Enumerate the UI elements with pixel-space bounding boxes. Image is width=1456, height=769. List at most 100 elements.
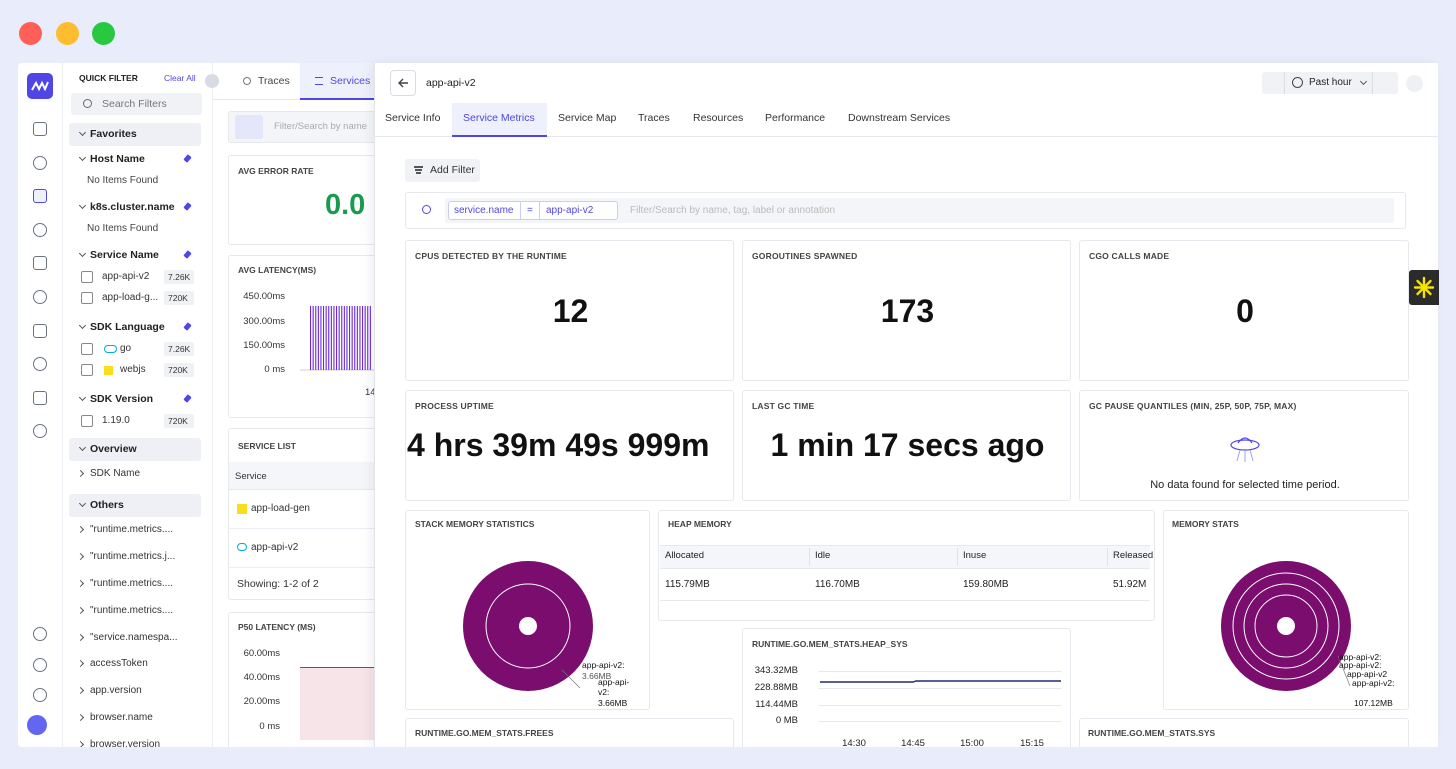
card (228, 255, 374, 418)
row-divider (229, 528, 374, 529)
services-page: Traces Services Filter/Search by name AVG E… (212, 63, 374, 747)
filter-item[interactable]: accessToken (90, 658, 148, 670)
tab[interactable]: Service Map (558, 112, 617, 124)
bars (300, 306, 374, 371)
grid-line (818, 721, 1062, 722)
y-tick-label: 150.00ms (243, 340, 285, 351)
filter-item[interactable]: browser.name (90, 712, 153, 724)
window-control[interactable] (55, 22, 79, 45)
avatar[interactable] (27, 715, 47, 735)
nav-icon[interactable] (33, 324, 47, 338)
chip-remove[interactable] (604, 207, 611, 214)
checkbox[interactable] (81, 271, 93, 283)
x-tick-label: 14:30 (842, 738, 866, 749)
nav-icon[interactable] (33, 627, 47, 641)
y-tick-label: 60.00ms (243, 648, 280, 659)
filter-item[interactable]: "service.namespa... (90, 631, 178, 643)
chip-key: service.name (454, 205, 514, 216)
time-range[interactable]: Past hour (1309, 77, 1352, 88)
filter-option: app-load-g... (102, 292, 159, 303)
divider (1284, 72, 1285, 94)
nav-icon[interactable] (33, 357, 47, 371)
tab-icon (315, 77, 323, 85)
grid-line (818, 705, 1062, 706)
window-control[interactable] (19, 22, 42, 45)
tab[interactable]: Services (330, 75, 371, 87)
filter-item[interactable]: "runtime.metrics.... (90, 523, 174, 535)
nav-icon[interactable] (33, 688, 47, 702)
pie-label: app-api-v2: (582, 660, 625, 670)
nav-icon[interactable] (33, 424, 47, 438)
collapse-button[interactable] (205, 74, 219, 88)
nav-icon[interactable] (33, 391, 47, 405)
checkbox[interactable] (81, 343, 93, 355)
card-title: HEAP MEMORY (668, 519, 732, 529)
filter-title[interactable]: SDK Language (90, 321, 165, 333)
metric-value: 0 (1236, 293, 1254, 329)
row-divider (229, 567, 374, 568)
count-badge (164, 342, 194, 356)
filter-title[interactable]: SDK Version (90, 393, 154, 405)
card-title: STACK MEMORY STATISTICS (415, 519, 535, 529)
filter-item[interactable]: "runtime.metrics.... (90, 577, 174, 589)
section-title[interactable]: Overview (90, 443, 137, 455)
back-button[interactable] (390, 70, 416, 96)
pie-svg (1221, 561, 1351, 691)
filter-item[interactable]: browser.version (90, 739, 161, 751)
filter-item[interactable]: "runtime.metrics.... (90, 604, 174, 616)
column-header: Released (1113, 550, 1154, 561)
tab[interactable]: Resources (693, 112, 744, 124)
card-title: LAST GC TIME (752, 401, 815, 411)
nav-icon[interactable] (33, 189, 47, 203)
filter-item[interactable]: SDK Name (90, 468, 141, 479)
section-title[interactable]: Favorites (90, 128, 137, 140)
tab[interactable]: Traces (638, 112, 670, 124)
metric-value: 1 min 17 secs ago (770, 427, 1045, 463)
search-icon (422, 205, 431, 214)
line-chart (818, 676, 1062, 686)
tab[interactable]: Service Info (385, 112, 441, 124)
nav-icon[interactable] (33, 122, 47, 136)
card-title: PROCESS UPTIME (415, 401, 494, 411)
filter-title[interactable]: Host Name (90, 153, 145, 165)
pie-label: 107.12MB (1354, 698, 1393, 708)
nav-icon[interactable] (33, 290, 47, 304)
checkbox[interactable] (81, 292, 93, 304)
nav-icon[interactable] (33, 256, 47, 270)
pie-label: app-api- (598, 677, 630, 687)
service-row[interactable]: app-api-v2 (251, 542, 299, 553)
filter-option: app-api-v2 (102, 271, 150, 282)
filter-item[interactable]: "runtime.metrics.j... (90, 550, 176, 562)
service-row[interactable]: app-load-gen (251, 503, 310, 514)
card-title: AVG ERROR RATE (238, 166, 314, 176)
tab[interactable]: Performance (765, 112, 826, 124)
filter-title[interactable]: k8s.cluster.name (90, 201, 175, 213)
column-divider (1107, 548, 1108, 566)
checkbox[interactable] (81, 364, 93, 376)
filter-icon-line (415, 169, 422, 171)
nav-icon[interactable] (33, 156, 47, 170)
prev-button[interactable] (1266, 77, 1278, 89)
nav-icon[interactable] (33, 223, 47, 237)
section-title[interactable]: Others (90, 498, 124, 511)
filter-title[interactable]: Service Name (90, 249, 159, 261)
close-button[interactable] (1406, 75, 1423, 92)
checkbox[interactable] (81, 415, 93, 427)
tab[interactable]: Downstream Services (848, 112, 951, 124)
window-control[interactable] (92, 22, 115, 45)
option-count: 7.26K (168, 344, 191, 354)
clear-all[interactable]: Clear All (164, 73, 196, 83)
filter-placeholder: Filter/Search by name, tag, label or ann… (630, 205, 836, 216)
language-icon (237, 543, 247, 551)
card: CPUS DETECTED BY THE RUNTIME 12 (405, 240, 734, 381)
option-count: 7.26K (168, 272, 191, 282)
filter-option: webjs (120, 364, 146, 375)
add-filter-button[interactable] (405, 159, 480, 182)
tab[interactable]: Traces (258, 75, 290, 87)
tab[interactable]: Service Metrics (463, 112, 535, 124)
nav-icon[interactable] (33, 658, 47, 672)
filter-item[interactable]: app.version (90, 685, 142, 697)
side-badge[interactable] (1409, 270, 1439, 305)
grid-line (818, 688, 1062, 689)
